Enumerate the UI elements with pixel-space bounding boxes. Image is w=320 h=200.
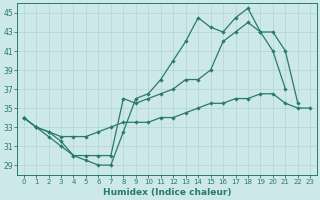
X-axis label: Humidex (Indice chaleur): Humidex (Indice chaleur) [103,188,231,197]
